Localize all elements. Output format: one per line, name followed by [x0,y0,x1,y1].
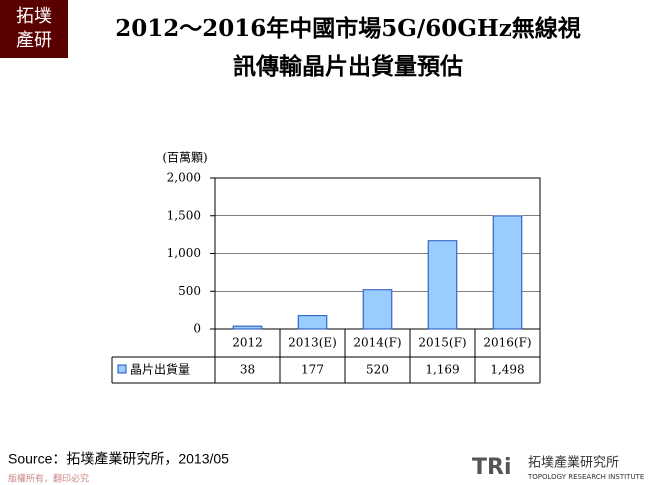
bar [232,325,263,330]
bar [427,240,458,330]
x-tick-label: 2013(E) [288,336,337,350]
chart-title: 2012～2016年中國市場5G/60GHz無線視 [115,15,581,42]
brand-logo: TRi [472,455,512,480]
legend-swatch [117,364,127,374]
table-value: 520 [366,363,389,377]
table-value: 38 [240,363,255,377]
y-tick-label: 0 [193,322,201,336]
table-value: 1,498 [490,363,524,377]
y-tick-label: 1,500 [167,208,201,222]
footer-bar [0,474,650,485]
brand-name: 拓墣產業研究所 [528,455,619,471]
bar [362,289,393,330]
copyright: 版權所有，翻印必究 [8,473,89,485]
bar [297,315,328,330]
logo-text: 產研 [16,30,52,51]
logo-text: 拓墣 [16,6,52,27]
y-tick-label: 500 [178,284,201,298]
table-value: 177 [301,363,324,377]
x-tick-label: 2014(F) [353,336,401,350]
x-tick-label: 2016(F) [483,336,531,350]
bar [492,215,523,330]
legend-label: 晶片出貨量 [130,362,190,377]
y-tick-label: 1,000 [167,246,201,260]
y-axis-label: (百萬顆) [162,151,207,165]
source: Source：拓墣產業研究所，2013/05 [8,451,229,467]
logo-box [0,0,68,58]
table-value: 1,169 [425,363,459,377]
chart-title: 訊傳輸晶片出貨量預估 [233,53,463,80]
x-tick-label: 2015(F) [418,336,466,350]
x-tick-label: 2012 [232,336,263,350]
brand-sub: TOPOLOGY RESEARCH INSTITUTE [527,473,644,481]
y-tick-label: 2,000 [167,171,201,185]
